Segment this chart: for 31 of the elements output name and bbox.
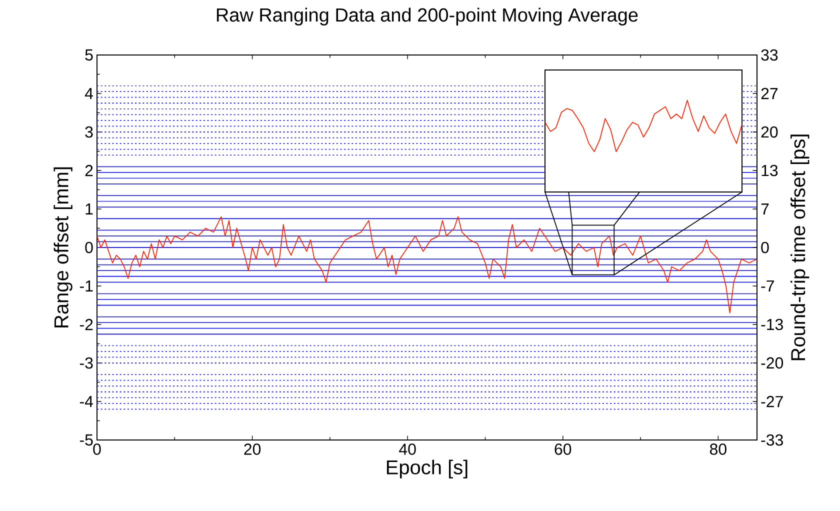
y-tick-label: -4 xyxy=(80,396,93,408)
y-tick-label: 5 xyxy=(85,49,93,61)
y-tick-label: 0 xyxy=(85,242,93,254)
y2-axis-title: Round-trip time offset [ps] xyxy=(790,134,810,360)
y2-tick-label: -7 xyxy=(761,280,774,292)
y-axis-title: Range offset [mm] xyxy=(54,167,72,328)
x-tick-label: 60 xyxy=(554,444,572,455)
y-tick-label: 2 xyxy=(85,164,93,176)
y-tick-label: -1 xyxy=(80,280,93,292)
y2-tick-label: 13 xyxy=(762,164,778,176)
y-tick-label: 3 xyxy=(85,126,93,138)
x-tick-label: 0 xyxy=(93,444,101,455)
y2-tick-label: -20 xyxy=(761,357,784,369)
y2-tick-label: -33 xyxy=(761,434,783,446)
y2-tick-label: 20 xyxy=(761,126,778,138)
y2-tick-label: 7 xyxy=(761,204,769,215)
x-tick-label: 80 xyxy=(710,444,726,455)
y2-tick-label: 33 xyxy=(761,49,778,61)
y2-tick-label: -27 xyxy=(761,396,783,408)
y2-tick-label: 27 xyxy=(761,88,778,100)
y-tick-label: -2 xyxy=(80,318,93,330)
x-tick-label: 20 xyxy=(244,444,261,455)
y-tick-label: 1 xyxy=(86,203,93,215)
x-tick-label: 40 xyxy=(399,444,416,455)
x-axis-title: Epoch [s] xyxy=(386,460,468,478)
chart-title: Raw Ranging Data and 200-point Moving Average xyxy=(216,8,638,26)
y-tick-label: -3 xyxy=(80,357,93,369)
y2-tick-label: -13 xyxy=(761,318,783,330)
y-tick-label: 4 xyxy=(84,88,93,100)
y2-tick-label: 0 xyxy=(761,242,769,254)
y-tick-label: -5 xyxy=(80,434,93,446)
